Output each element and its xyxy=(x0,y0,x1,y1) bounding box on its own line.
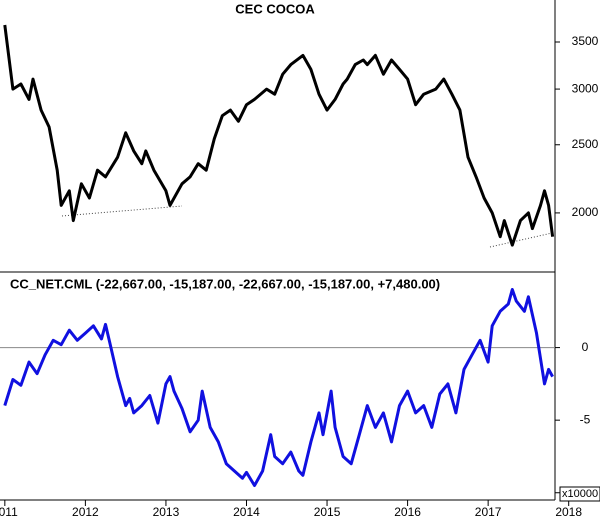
x-tick-label: 2015 xyxy=(314,505,341,519)
y-unit-label: x10000 xyxy=(562,488,598,500)
y-tick-label: 3500 xyxy=(572,34,599,48)
x-tick-label: 2012 xyxy=(72,505,99,519)
x-tick-label: 2017 xyxy=(475,505,502,519)
chart-title: CC_NET.CML (-22,667.00, -15,187.00, -22,… xyxy=(10,276,440,291)
y-tick-label: -5 xyxy=(580,412,591,426)
x-tick-label: 2018 xyxy=(555,505,582,519)
y-tick-label: 2500 xyxy=(572,137,599,151)
y-tick-label: 2000 xyxy=(572,205,599,219)
y-tick-label: 0 xyxy=(582,340,589,354)
x-tick-label: 2016 xyxy=(394,505,421,519)
x-tick-label: 2013 xyxy=(153,505,180,519)
data-line xyxy=(3,288,554,487)
trendline xyxy=(61,205,183,217)
chart-title: CEC COCOA xyxy=(235,1,315,16)
x-tick-label: 2014 xyxy=(233,505,260,519)
y-tick-label: 3000 xyxy=(572,81,599,95)
data-line xyxy=(3,24,555,247)
unit-box xyxy=(559,486,600,502)
x-tick-label: 2011 xyxy=(0,505,18,519)
